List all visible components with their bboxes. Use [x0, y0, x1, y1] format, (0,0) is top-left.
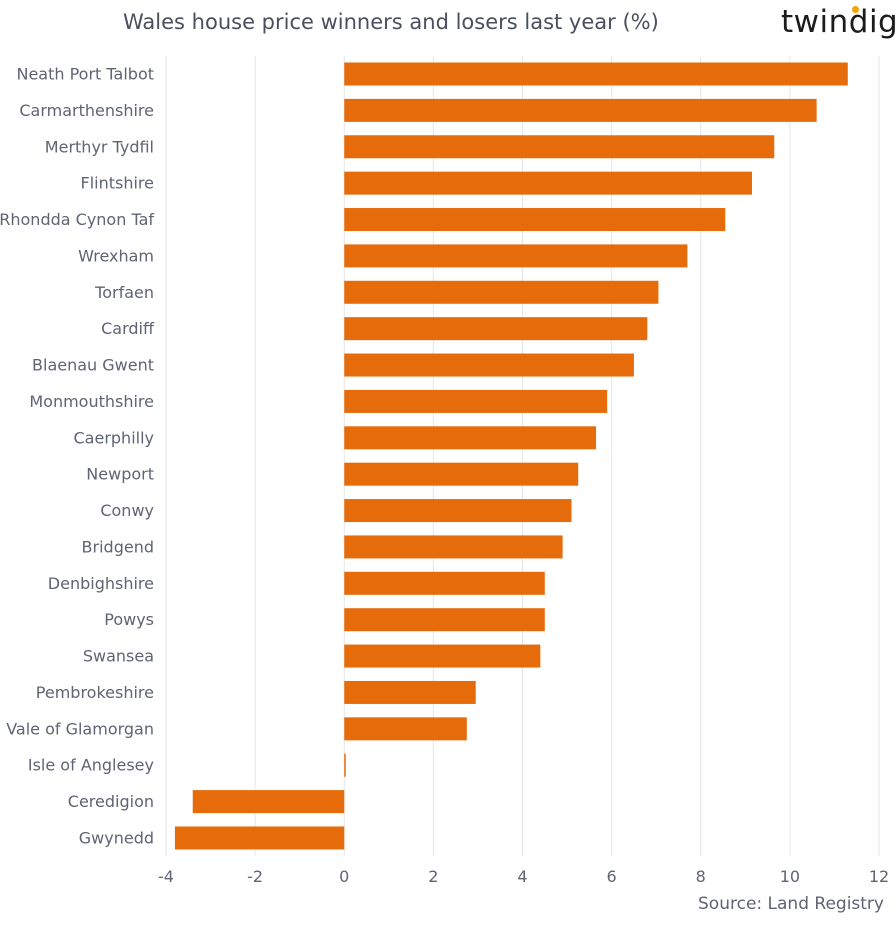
logo-dot-icon: [852, 6, 859, 13]
brand-logo-text: twindig: [781, 4, 896, 40]
category-label: Rhondda Cynon Taf: [0, 210, 154, 229]
x-tick-label: -4: [158, 867, 174, 886]
bar: [344, 171, 752, 195]
bar: [344, 462, 579, 486]
bar: [174, 826, 345, 850]
x-tick-label: 12: [869, 867, 889, 886]
category-label: Isle of Anglesey: [28, 756, 154, 775]
chart-title: Wales house price winners and losers las…: [123, 10, 659, 34]
bar: [344, 208, 726, 232]
bar: [344, 499, 572, 523]
bar: [344, 717, 467, 741]
bar: [344, 244, 688, 268]
x-tick-label: 0: [339, 867, 349, 886]
bar: [344, 135, 775, 159]
category-label: Powys: [104, 610, 154, 629]
category-label: Ceredigion: [68, 792, 154, 811]
bar: [192, 790, 345, 814]
x-tick-label: 10: [780, 867, 800, 886]
x-tick-label: 4: [517, 867, 527, 886]
category-label: Monmouthshire: [29, 392, 154, 411]
category-label: Pembrokeshire: [36, 683, 154, 702]
category-label: Caerphilly: [74, 428, 155, 447]
category-label: Blaenau Gwent: [32, 356, 154, 375]
bar: [344, 280, 659, 304]
bar: [344, 644, 541, 668]
category-labels: Neath Port Talbot Carmarthenshire Merthyr …: [0, 65, 155, 848]
bars-group: [174, 62, 848, 850]
x-tick-label: 2: [428, 867, 438, 886]
bar: [344, 317, 648, 341]
category-label: Neath Port Talbot: [16, 65, 154, 84]
bar: [344, 571, 545, 595]
category-label: Swansea: [83, 647, 154, 666]
x-tick-label: 8: [696, 867, 706, 886]
source-note: Source: Land Registry: [698, 894, 884, 914]
category-label: Torfaen: [94, 283, 154, 302]
category-label: Conwy: [100, 501, 154, 520]
bar: [344, 62, 848, 86]
bar: [344, 753, 346, 777]
x-tick-label: 6: [607, 867, 617, 886]
bar: [344, 353, 634, 377]
bar: [344, 389, 608, 413]
bar: [344, 98, 817, 122]
category-label: Merthyr Tydfil: [45, 137, 154, 156]
category-label: Denbighshire: [48, 574, 154, 593]
category-label: Flintshire: [81, 174, 155, 193]
category-label: Vale of Glamorgan: [6, 719, 154, 738]
bar: [344, 426, 597, 450]
category-label: Gwynedd: [79, 828, 154, 847]
category-label: Newport: [86, 465, 154, 484]
brand-logo: twindig: [781, 4, 896, 40]
x-tick-label: -2: [247, 867, 263, 886]
category-label: Cardiff: [101, 319, 155, 338]
bar: [344, 608, 545, 632]
category-label: Wrexham: [78, 246, 154, 265]
x-axis-tick-labels: -4 -2 0 2 4 6 8 10 12: [158, 867, 889, 886]
bar: [344, 680, 476, 704]
category-label: Carmarthenshire: [19, 101, 154, 120]
category-label: Bridgend: [82, 537, 154, 556]
bar: [344, 535, 563, 559]
